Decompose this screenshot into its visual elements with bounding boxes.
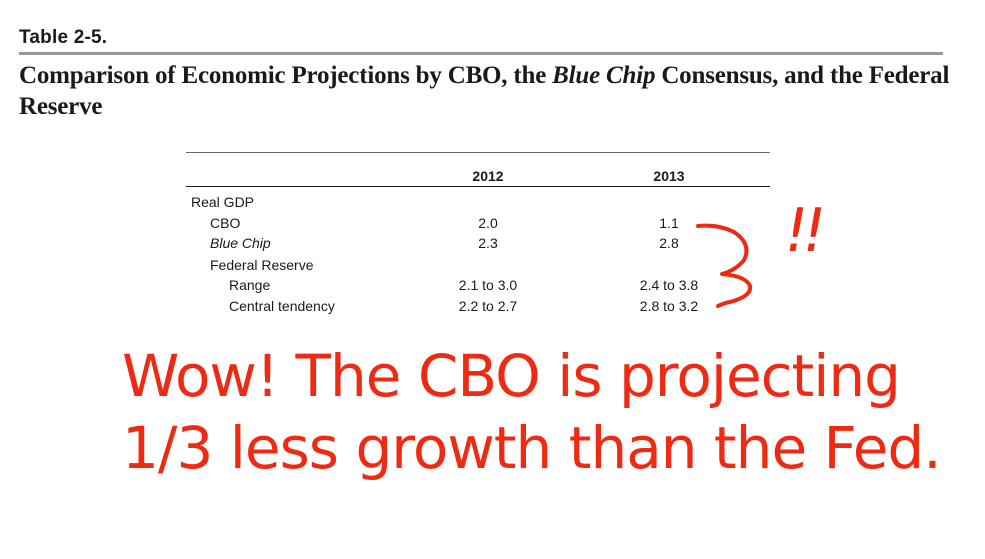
annotation-line-1: Wow! The CBO is projecting — [122, 342, 901, 410]
cell-2013: 1.1 — [659, 215, 679, 231]
column-header-2012: 2012 — [472, 168, 504, 184]
row-label: Real GDP — [191, 194, 255, 210]
table-row: CBO 2.0 1.1 — [186, 213, 770, 233]
handwritten-annotation: Wow! The CBO is projecting 1/3 less grow… — [122, 340, 982, 484]
table-row: Range 2.1 to 3.0 2.4 to 3.8 — [186, 275, 770, 295]
cell-2012: 2.2 to 2.7 — [458, 298, 518, 314]
row-label: Central tendency — [229, 298, 335, 314]
row-label: Range — [229, 277, 271, 293]
annotation-line-2: 1/3 less growth than the Fed. — [122, 414, 942, 482]
cell-2013: 2.8 — [659, 235, 679, 251]
table-top-rule — [186, 152, 770, 153]
table-header-rule — [186, 186, 770, 187]
title-part-1: Comparison of Economic Projections by CB… — [19, 62, 553, 89]
table-row: Central tendency 2.2 to 2.7 2.8 to 3.2 — [186, 296, 770, 316]
exclamation-marks: !! — [777, 196, 827, 266]
cell-2013: 2.8 to 3.2 — [639, 298, 699, 314]
table-row: Real GDP — [186, 192, 770, 212]
document-title: Comparison of Economic Projections by CB… — [19, 60, 959, 122]
column-header-2013: 2013 — [653, 168, 685, 184]
title-italic: Blue Chip — [552, 62, 656, 89]
cell-2012: 2.0 — [478, 215, 498, 231]
row-label: Blue Chip — [210, 235, 271, 251]
table-row: Federal Reserve — [186, 255, 770, 275]
table-label: Table 2-5. — [19, 27, 108, 48]
row-label: Federal Reserve — [210, 257, 314, 273]
cell-2013: 2.4 to 3.8 — [639, 277, 699, 293]
title-part-2: Consensus, and the Federal Reserve — [19, 62, 950, 120]
cell-2012: 2.1 to 3.0 — [458, 277, 518, 293]
cell-2012: 2.3 — [478, 235, 498, 251]
title-rule — [19, 52, 943, 55]
table-row: Blue Chip 2.3 2.8 — [186, 233, 770, 253]
row-label: CBO — [210, 215, 241, 231]
